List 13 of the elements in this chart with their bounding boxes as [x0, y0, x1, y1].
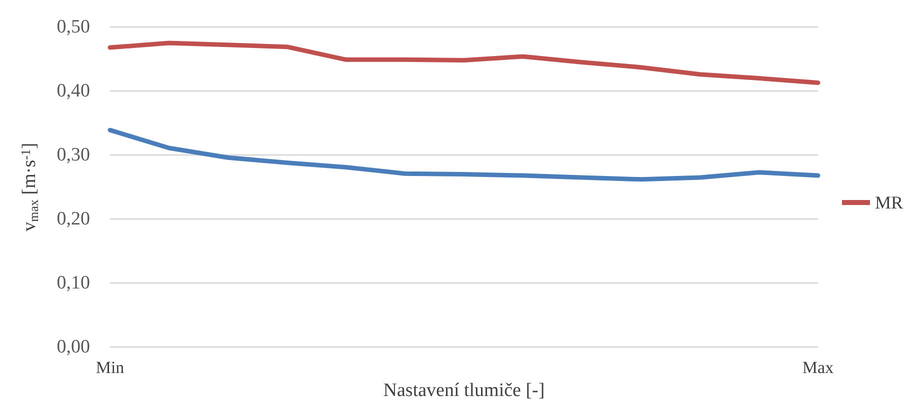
y-tick-label: 0,00	[56, 336, 90, 358]
y-tick-label: 0,40	[56, 80, 90, 102]
line-series	[108, 128, 820, 182]
x-tick-label: Max	[802, 358, 834, 378]
y-tick-label: 0,10	[56, 272, 90, 294]
x-axis-title: Nastavení tlumiče [-]	[383, 380, 545, 401]
y-axis-title: vmax [m·s-1]	[18, 142, 41, 232]
line-series	[108, 40, 820, 85]
y-tick-label: 0,30	[56, 144, 90, 166]
y-tick-label: 0,20	[56, 208, 90, 230]
y-tick-label: 0,50	[56, 16, 90, 38]
legend-label: MR	[874, 192, 904, 212]
x-tick-label: Min	[96, 358, 125, 378]
